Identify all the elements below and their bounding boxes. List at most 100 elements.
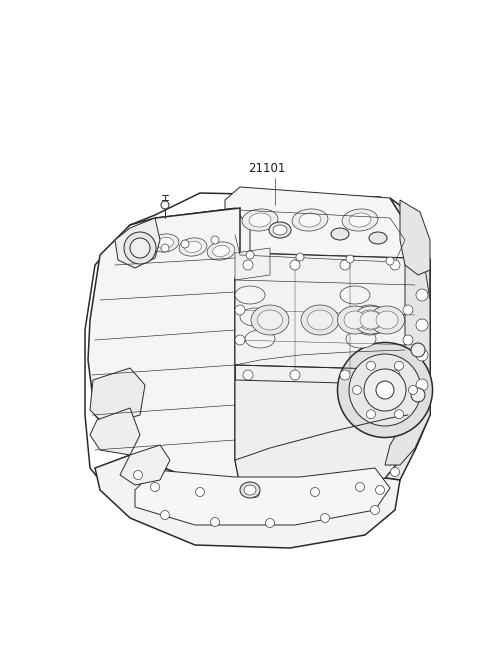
Ellipse shape <box>240 308 270 326</box>
Polygon shape <box>138 208 250 278</box>
Ellipse shape <box>346 330 376 348</box>
Ellipse shape <box>337 342 432 438</box>
Ellipse shape <box>211 236 219 244</box>
Ellipse shape <box>240 482 260 498</box>
Ellipse shape <box>411 388 425 402</box>
Polygon shape <box>235 253 415 370</box>
Ellipse shape <box>351 305 389 335</box>
Polygon shape <box>235 248 270 280</box>
Ellipse shape <box>331 228 349 240</box>
Polygon shape <box>90 368 145 425</box>
Ellipse shape <box>344 311 366 329</box>
Ellipse shape <box>133 470 143 480</box>
Ellipse shape <box>242 209 278 231</box>
Ellipse shape <box>416 289 428 301</box>
Ellipse shape <box>411 343 425 357</box>
Ellipse shape <box>290 370 300 380</box>
Ellipse shape <box>161 244 169 252</box>
Ellipse shape <box>375 485 384 495</box>
Polygon shape <box>400 200 430 275</box>
Ellipse shape <box>246 251 254 259</box>
Ellipse shape <box>416 319 428 331</box>
Ellipse shape <box>395 410 404 419</box>
Polygon shape <box>90 408 140 455</box>
Ellipse shape <box>179 238 207 256</box>
Ellipse shape <box>370 306 405 334</box>
Ellipse shape <box>249 213 271 227</box>
Ellipse shape <box>124 232 156 264</box>
Polygon shape <box>115 218 160 268</box>
Ellipse shape <box>364 369 406 411</box>
Ellipse shape <box>342 209 378 231</box>
Ellipse shape <box>337 306 372 334</box>
Ellipse shape <box>340 260 350 270</box>
Ellipse shape <box>151 483 159 491</box>
Ellipse shape <box>265 518 275 527</box>
Ellipse shape <box>235 286 265 304</box>
Ellipse shape <box>296 253 304 261</box>
Ellipse shape <box>308 310 333 330</box>
Ellipse shape <box>207 242 235 260</box>
Ellipse shape <box>301 305 339 335</box>
Ellipse shape <box>130 238 150 258</box>
Ellipse shape <box>395 361 404 370</box>
Ellipse shape <box>244 485 256 495</box>
Ellipse shape <box>213 245 229 256</box>
Ellipse shape <box>376 381 394 399</box>
Ellipse shape <box>343 308 373 326</box>
Ellipse shape <box>391 468 399 476</box>
Ellipse shape <box>340 286 370 304</box>
Ellipse shape <box>386 257 394 265</box>
Ellipse shape <box>390 260 400 270</box>
Ellipse shape <box>403 305 413 315</box>
Polygon shape <box>135 468 390 525</box>
Ellipse shape <box>243 370 253 380</box>
Polygon shape <box>85 185 425 545</box>
Ellipse shape <box>369 232 387 244</box>
Ellipse shape <box>311 487 320 497</box>
Ellipse shape <box>299 213 321 227</box>
Ellipse shape <box>367 361 375 370</box>
Ellipse shape <box>160 510 169 520</box>
Polygon shape <box>235 380 415 490</box>
Ellipse shape <box>243 260 253 270</box>
Polygon shape <box>88 208 240 485</box>
Ellipse shape <box>408 386 418 394</box>
Ellipse shape <box>181 240 189 248</box>
Ellipse shape <box>184 241 202 253</box>
Text: 21101: 21101 <box>248 162 286 175</box>
Ellipse shape <box>251 489 260 497</box>
Ellipse shape <box>353 306 388 334</box>
Ellipse shape <box>416 349 428 361</box>
Ellipse shape <box>290 260 300 270</box>
Ellipse shape <box>367 410 375 419</box>
Polygon shape <box>225 187 405 265</box>
Ellipse shape <box>273 225 287 235</box>
Ellipse shape <box>211 518 219 527</box>
Polygon shape <box>235 253 415 490</box>
Ellipse shape <box>376 311 398 329</box>
Ellipse shape <box>403 335 413 345</box>
Ellipse shape <box>349 213 371 227</box>
Ellipse shape <box>251 305 289 335</box>
Ellipse shape <box>321 514 329 522</box>
Ellipse shape <box>352 386 361 394</box>
Polygon shape <box>385 198 430 480</box>
Ellipse shape <box>390 370 400 380</box>
Polygon shape <box>95 455 400 548</box>
Ellipse shape <box>257 310 283 330</box>
Ellipse shape <box>151 234 179 252</box>
Ellipse shape <box>245 330 275 348</box>
Ellipse shape <box>356 483 364 491</box>
Polygon shape <box>120 445 170 485</box>
Ellipse shape <box>358 310 383 330</box>
Ellipse shape <box>156 237 173 249</box>
Ellipse shape <box>416 379 428 391</box>
Ellipse shape <box>360 311 382 329</box>
Ellipse shape <box>235 305 245 315</box>
Polygon shape <box>385 260 430 465</box>
Ellipse shape <box>371 506 380 514</box>
Ellipse shape <box>292 209 328 231</box>
Ellipse shape <box>346 255 354 263</box>
Ellipse shape <box>349 354 421 426</box>
